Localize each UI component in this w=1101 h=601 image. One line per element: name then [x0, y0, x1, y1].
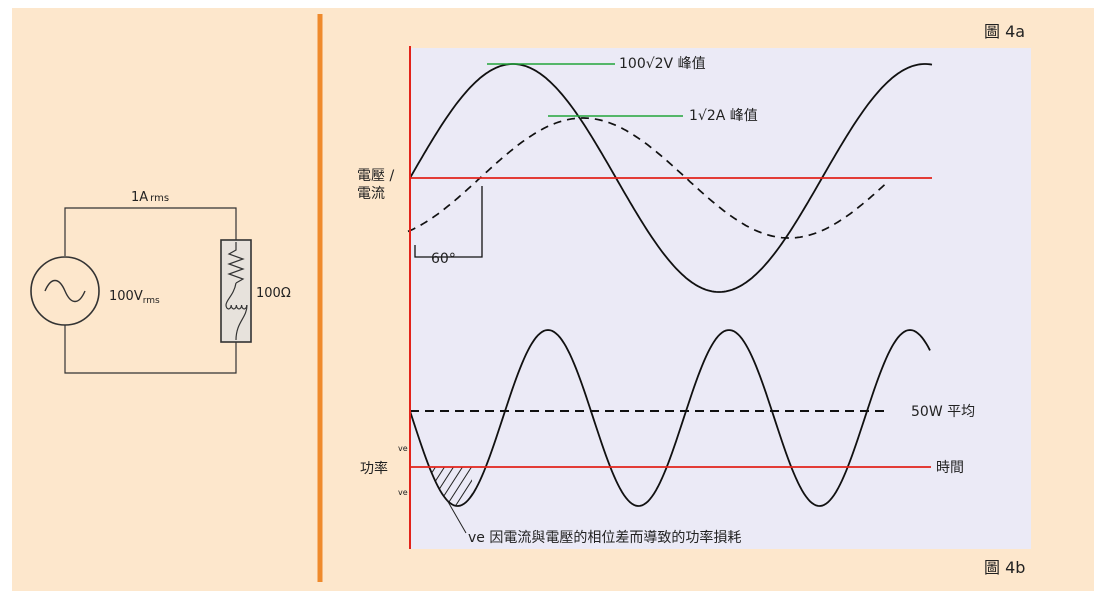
hatch-line — [421, 467, 468, 506]
power-loss-label: ve 因電流與電壓的相位差而導致的功率損耗 — [468, 529, 741, 546]
figure-4b-tag: 圖 4b — [984, 558, 1025, 577]
sine-wave-icon — [44, 279, 86, 303]
power-curve — [409, 329, 931, 507]
inductor-lead — [225, 282, 237, 306]
voltage-curve — [409, 63, 933, 293]
positive-mark: ve — [398, 444, 408, 453]
current-label: 1A rms — [131, 190, 169, 205]
y-label-line2: 電流 — [357, 186, 385, 202]
resistor-zigzag-icon — [227, 242, 245, 284]
plot-background — [410, 48, 1031, 549]
inductor-coil-icon — [225, 304, 248, 310]
phase-label: 60° — [431, 251, 456, 267]
inductor-return-lead — [235, 304, 248, 341]
power-y-label: 功率 — [360, 460, 388, 477]
circuit-diagram — [30, 207, 252, 374]
figure-4a-tag: 圖 4a — [984, 22, 1025, 41]
resistor-box — [220, 239, 252, 343]
negative-mark: ve — [398, 488, 408, 497]
loss-leader-line — [446, 499, 467, 534]
circuit-bottom-wire — [64, 325, 237, 374]
y-label-line1: 電壓 / — [357, 168, 394, 184]
voltage-label: 100Vrms — [109, 289, 160, 306]
voltage-peak-label: 100√2V 峰值 — [619, 56, 706, 72]
hatch-line — [439, 467, 472, 506]
time-axis-label: 時間 — [936, 460, 964, 476]
ac-source-icon — [30, 256, 100, 326]
current-curve — [407, 117, 889, 239]
phase-bracket — [414, 186, 483, 258]
average-power-label: 50W 平均 — [911, 404, 975, 420]
hatch-line — [430, 467, 472, 506]
resistance-label: 100Ω — [256, 286, 291, 301]
circuit-top-wire — [64, 207, 237, 256]
current-peak-label: 1√2A 峰值 — [689, 108, 758, 124]
